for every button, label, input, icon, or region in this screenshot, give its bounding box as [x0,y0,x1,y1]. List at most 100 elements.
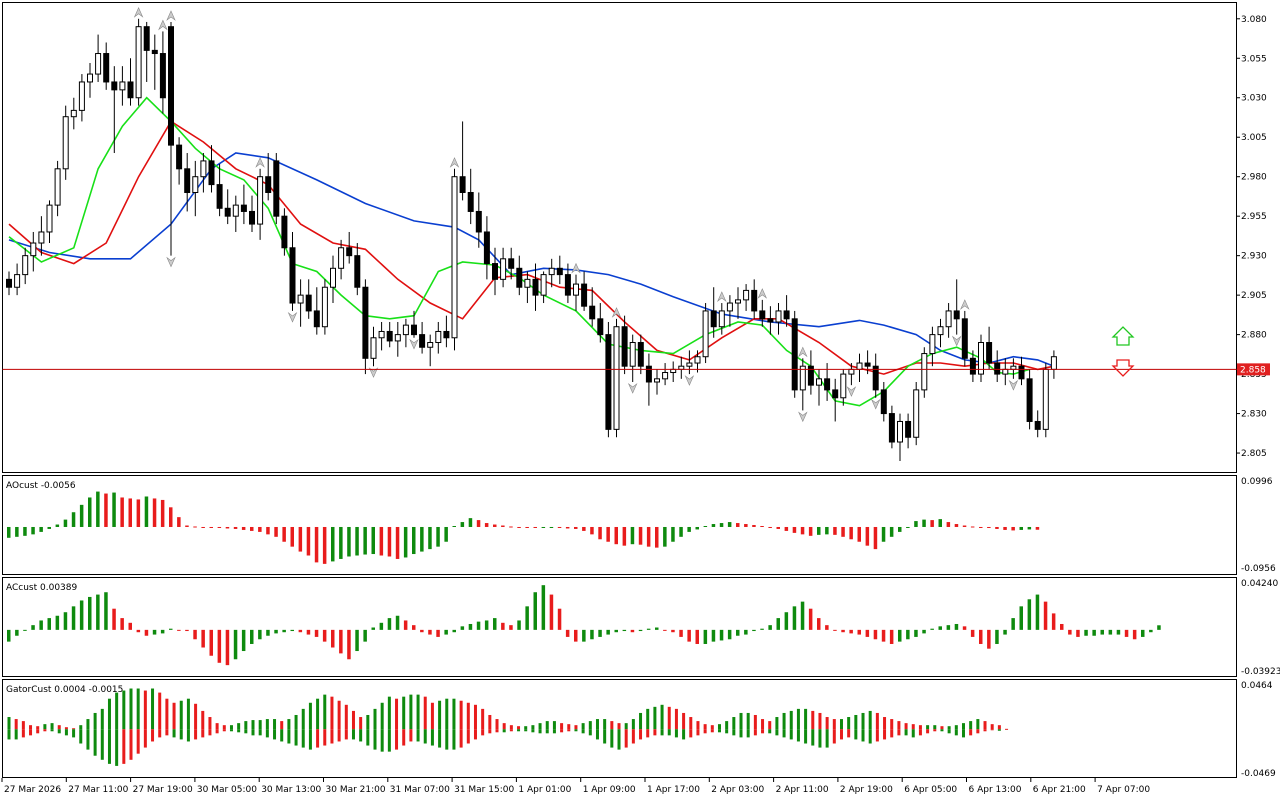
gator-lower-bar [359,729,363,742]
gator-upper-bar [473,704,477,730]
buy-arrow-icon [1111,326,1135,346]
time-tick-label: 6 Apr 13:00 [969,785,1022,795]
candle-body-down [767,318,774,323]
candle [807,350,814,395]
candle-body-down [621,326,628,367]
fractal-down-icon [951,335,962,347]
histogram-bar [1116,629,1121,635]
candle [119,66,126,106]
histogram-bar [970,526,975,528]
candle-body-down [249,210,255,225]
gator-upper-bar [610,721,614,730]
histogram-bar [452,629,456,633]
histogram-bar [160,499,165,527]
candle-body-up [427,342,434,348]
gator-upper-bar [359,717,363,730]
candle-body-up [378,330,385,339]
candle-body-up [856,362,863,370]
histogram-bar [112,492,116,527]
histogram-bar [711,629,716,642]
candle-body-down [864,362,871,367]
gator-lower-bar [57,729,61,734]
candle-body-down [832,389,839,399]
gator-lower-bar [682,729,686,740]
gator-upper-bar [107,698,111,730]
candle [816,369,822,406]
candle-body-up [14,274,21,288]
gator-upper-bar [997,725,1001,730]
histogram-bar [395,526,400,559]
gator-lower-bar [21,729,25,738]
gator-lower-bar [36,729,40,734]
histogram-bar [574,526,578,529]
candle [475,192,482,248]
gator-indicator-panel[interactable]: GatorCust 0.0004 -0.0015 0.0464 -0.0469 [2,679,1277,780]
candle-body-up [200,160,207,178]
candle [435,321,442,354]
gator-upper-bar [818,712,822,730]
histogram-bar [590,629,594,640]
gator-lower-bar [287,729,291,744]
histogram-bar [792,526,797,533]
gator-upper-bar [538,723,542,730]
histogram-bar [144,496,149,527]
candle-body-up [330,267,336,288]
gator-upper-bar [258,720,262,730]
candle-body-up [78,81,85,111]
histogram-bar [347,526,351,557]
gator-lower-bar [674,729,678,738]
candle-body-up [613,326,620,430]
histogram-bar [501,622,505,630]
candle-body-down [986,342,993,364]
gator-lower-bar [832,729,836,744]
gator-lower-bar [14,729,18,740]
candle [735,287,741,319]
histogram-bar [565,526,570,529]
gator-upper-bar [151,688,155,730]
histogram-bar [825,625,829,630]
fractal-down-icon [627,383,638,394]
histogram-bar [857,526,861,542]
histogram-bar [808,608,813,630]
histogram-bar [420,526,424,552]
gator-upper-bar [165,698,169,730]
gator-upper-bar [43,724,47,730]
histogram-bar [655,526,659,548]
histogram-bar [290,629,294,632]
gator-upper-bar [7,717,11,730]
histogram-bar [193,526,197,528]
time-tick-label: 27 Mar 11:00 [68,785,128,795]
candle-body-down [637,342,644,367]
histogram-bar [31,526,35,535]
histogram-bar [817,618,821,630]
histogram-bar [533,526,537,528]
ao-indicator-panel[interactable]: AOcust -0.0056 0.0996 -0.0956 [2,475,1277,575]
gator-tick-bottom: -0.0469 [1241,769,1276,779]
main-price-panel[interactable]: 3.080 3.055 3.030 3.005 2.980 2.955 2.930 2.905… [2,2,1271,473]
histogram-bar [233,526,238,529]
fractal-up-icon [255,157,265,168]
gator-lower-bar [653,729,657,736]
gator-lower-bar [639,729,643,740]
histogram-bar [995,526,999,529]
gator-upper-bar [653,706,657,730]
histogram-bar [671,526,675,542]
candle-body-down [589,305,596,320]
gator-upper-bar [222,725,226,730]
histogram-bar [266,629,270,636]
gator-upper-bar [990,724,994,730]
candle [22,247,29,285]
gator-lower-bar [172,729,176,738]
ac-indicator-panel[interactable]: ACcust 0.00389 0.04240 -0.03923 [2,577,1280,678]
gator-lower-bar [351,729,355,740]
candle [621,315,628,375]
candle-body-down [508,258,515,269]
candle [176,137,183,185]
gator-lower-bar [961,729,965,738]
gator-upper-bar [954,725,958,730]
candle-body-down [127,81,134,99]
time-tick-label: 2 Apr 19:00 [840,785,893,795]
histogram-bar [979,629,983,644]
histogram-bar [679,629,683,637]
